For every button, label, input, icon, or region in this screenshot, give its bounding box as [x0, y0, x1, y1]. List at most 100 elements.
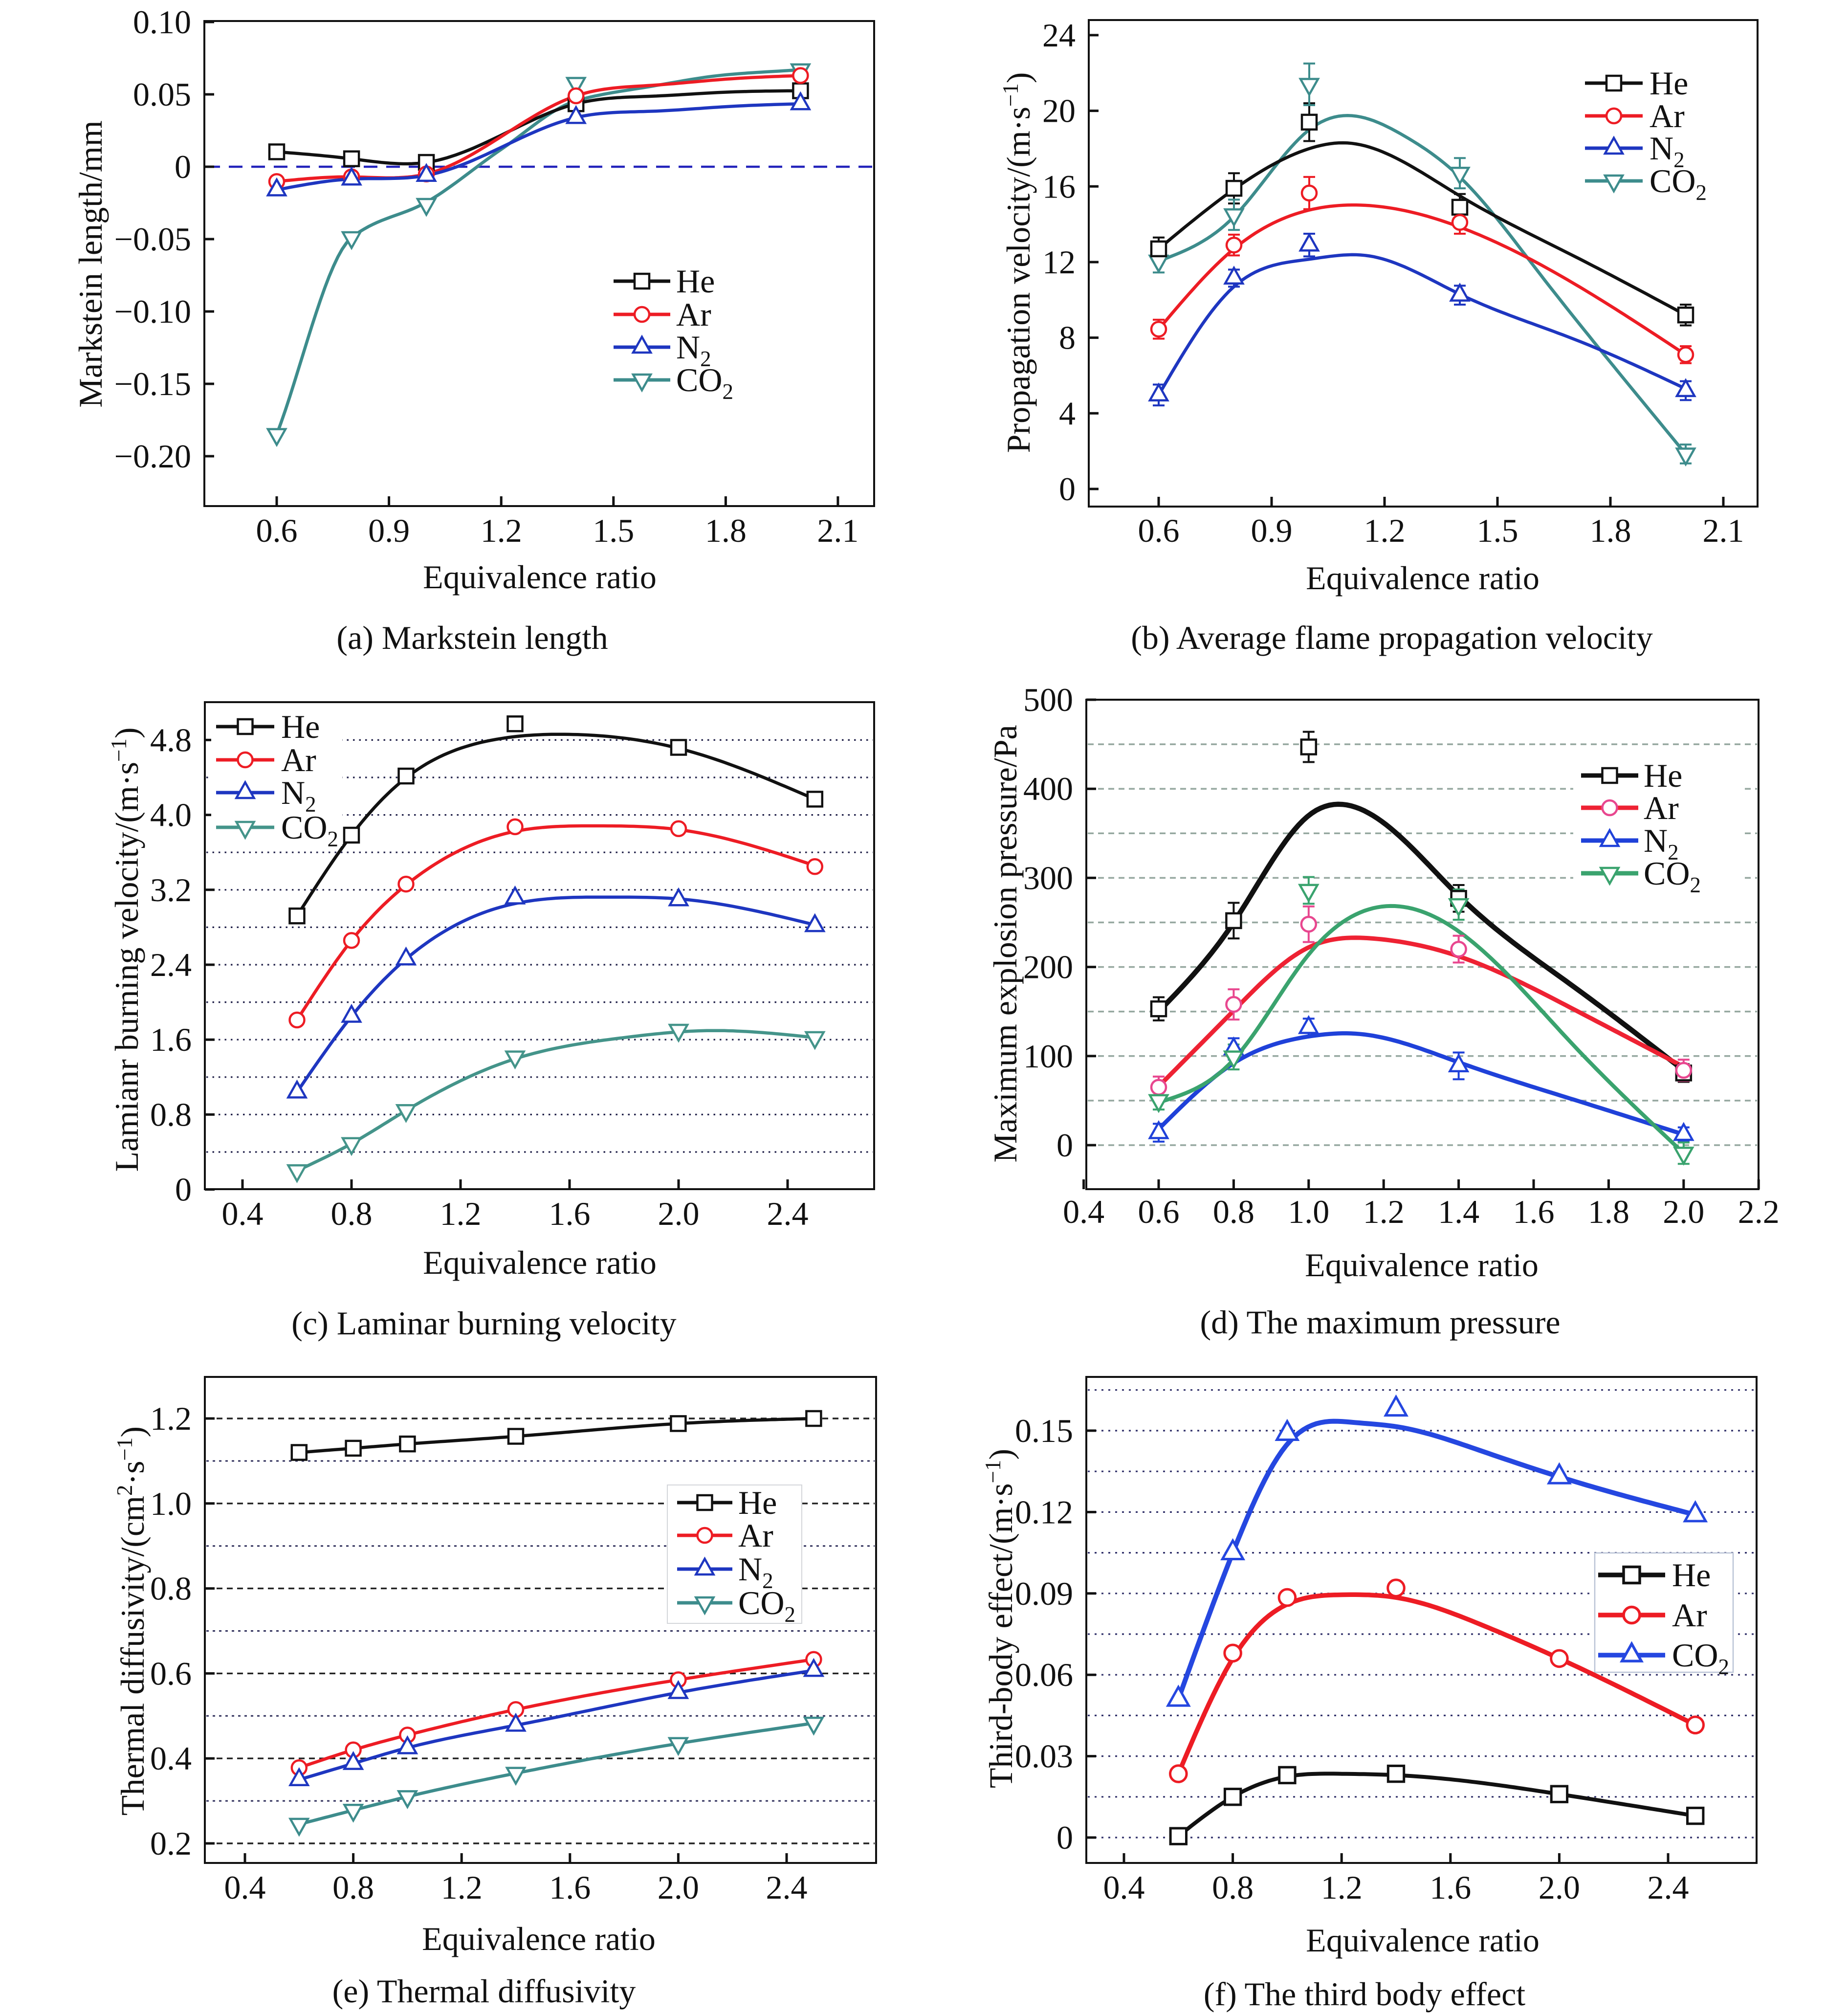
svg-text:(f) The third body effect: (f) The third body effect: [1204, 1975, 1525, 2013]
svg-text:1.6: 1.6: [1430, 1869, 1471, 1906]
svg-text:Lamianr burning velocity/(m·s−: Lamianr burning velocity/(m·s−1​): [107, 728, 145, 1172]
svg-text:2.4: 2.4: [767, 1195, 809, 1232]
svg-text:0.4: 0.4: [150, 1740, 192, 1777]
svg-text:Ar: Ar: [676, 296, 711, 333]
svg-text:0.4: 0.4: [224, 1869, 266, 1906]
svg-text:He: He: [281, 708, 320, 745]
svg-text:0.2: 0.2: [150, 1825, 192, 1862]
svg-text:0.09: 0.09: [1015, 1575, 1073, 1612]
svg-text:1.2: 1.2: [1321, 1869, 1363, 1906]
svg-text:0.06: 0.06: [1015, 1656, 1073, 1693]
svg-text:CO2​: CO2​: [676, 361, 733, 404]
svg-text:1.2: 1.2: [481, 512, 522, 549]
svg-text:Equivalence ratio: Equivalence ratio: [423, 1244, 657, 1281]
svg-text:Ar: Ar: [1644, 789, 1679, 826]
svg-text:12: 12: [1042, 244, 1076, 281]
svg-text:−0.15: −0.15: [114, 365, 191, 402]
svg-text:Ar: Ar: [281, 741, 316, 778]
svg-text:1.2: 1.2: [441, 1869, 483, 1906]
svg-text:Markstein length/mm: Markstein length/mm: [72, 120, 109, 407]
svg-text:(c) Laminar burning velocity: (c) Laminar burning velocity: [291, 1305, 676, 1342]
svg-text:0.8: 0.8: [332, 1869, 374, 1906]
svg-text:2.1: 2.1: [1703, 512, 1744, 549]
svg-text:Equivalence ratio: Equivalence ratio: [423, 558, 657, 596]
svg-text:N2​: N2​: [1650, 130, 1685, 172]
svg-text:0.4: 0.4: [222, 1195, 264, 1232]
svg-text:(d) The maximum pressure: (d) The maximum pressure: [1200, 1304, 1560, 1341]
svg-text:1.2: 1.2: [440, 1195, 482, 1232]
svg-text:0.9: 0.9: [368, 512, 410, 549]
svg-text:0.15: 0.15: [1015, 1412, 1073, 1449]
svg-text:CO2​: CO2​: [1650, 162, 1707, 205]
svg-text:2.0: 2.0: [658, 1195, 700, 1232]
svg-text:Equivalence ratio: Equivalence ratio: [422, 1920, 656, 1957]
svg-text:0: 0: [1056, 1127, 1073, 1164]
svg-text:−0.10: −0.10: [114, 293, 191, 330]
svg-text:0.4: 0.4: [1103, 1869, 1145, 1906]
svg-text:1.8: 1.8: [705, 512, 747, 549]
svg-text:He: He: [738, 1484, 777, 1521]
svg-text:2.4: 2.4: [1648, 1869, 1689, 1906]
svg-text:(a) Markstein length: (a) Markstein length: [336, 619, 608, 656]
svg-text:(e) Thermal diffusivity: (e) Thermal diffusivity: [332, 1972, 636, 2010]
svg-text:N2​: N2​: [676, 329, 711, 371]
svg-text:0.8: 0.8: [150, 1570, 192, 1607]
svg-text:Equivalence ratio: Equivalence ratio: [1306, 1922, 1540, 1959]
svg-text:CO2​: CO2​: [738, 1584, 795, 1627]
svg-text:2.0: 2.0: [1539, 1869, 1580, 1906]
svg-text:300: 300: [1023, 859, 1073, 896]
svg-text:0.9: 0.9: [1251, 512, 1293, 549]
svg-text:0.6: 0.6: [150, 1655, 192, 1692]
svg-text:4.8: 4.8: [150, 721, 192, 758]
svg-text:1.0: 1.0: [150, 1485, 192, 1522]
svg-text:Equivalence ratio: Equivalence ratio: [1306, 559, 1540, 597]
svg-text:He: He: [1650, 65, 1688, 102]
svg-text:N2​: N2​: [1644, 822, 1679, 864]
svg-text:He: He: [676, 263, 715, 300]
svg-text:4: 4: [1059, 395, 1076, 432]
svg-text:1.5: 1.5: [593, 512, 634, 549]
svg-text:Ar: Ar: [738, 1517, 773, 1554]
svg-text:2.2: 2.2: [1738, 1193, 1780, 1230]
svg-text:0.03: 0.03: [1015, 1738, 1073, 1775]
svg-text:0: 0: [1056, 1819, 1073, 1856]
svg-text:200: 200: [1023, 949, 1073, 986]
svg-text:1.6: 1.6: [549, 1869, 591, 1906]
svg-text:−0.20: −0.20: [114, 438, 191, 475]
svg-text:400: 400: [1023, 770, 1073, 807]
svg-text:Thermal diffusivity/(cm2​·s−1​: Thermal diffusivity/(cm2​·s−1​): [112, 1426, 151, 1816]
svg-text:Equivalence ratio: Equivalence ratio: [1305, 1246, 1539, 1284]
svg-text:CO2​: CO2​: [1672, 1637, 1729, 1679]
svg-text:500: 500: [1023, 681, 1073, 718]
svg-text:1.6: 1.6: [150, 1021, 192, 1058]
svg-text:0.6: 0.6: [256, 512, 298, 549]
svg-text:4.0: 4.0: [150, 797, 192, 834]
svg-text:He: He: [1672, 1556, 1711, 1594]
svg-text:0: 0: [175, 148, 191, 185]
svg-text:CO2​: CO2​: [281, 809, 338, 851]
svg-text:0.05: 0.05: [133, 76, 191, 113]
svg-text:0.8: 0.8: [331, 1195, 373, 1232]
svg-text:He: He: [1644, 757, 1682, 794]
svg-text:16: 16: [1042, 168, 1076, 205]
svg-text:0.8: 0.8: [1213, 1193, 1254, 1230]
svg-text:24: 24: [1042, 17, 1076, 54]
svg-text:2.0: 2.0: [658, 1869, 699, 1906]
svg-text:8: 8: [1059, 319, 1076, 356]
svg-text:Ar: Ar: [1672, 1596, 1707, 1634]
svg-text:N2​: N2​: [738, 1551, 773, 1593]
svg-text:1.5: 1.5: [1477, 512, 1518, 549]
svg-text:2.1: 2.1: [817, 512, 858, 549]
svg-text:0.8: 0.8: [150, 1096, 192, 1133]
svg-text:1.8: 1.8: [1588, 1193, 1629, 1230]
svg-text:1.6: 1.6: [1513, 1193, 1555, 1230]
svg-text:0.12: 0.12: [1015, 1493, 1073, 1530]
svg-text:1.6: 1.6: [549, 1195, 591, 1232]
svg-text:1.2: 1.2: [150, 1400, 192, 1437]
svg-text:CO2​: CO2​: [1644, 855, 1701, 897]
svg-text:Ar: Ar: [1650, 97, 1685, 134]
svg-text:Propagation velocity/(m·s−1​): Propagation velocity/(m·s−1​): [998, 72, 1037, 453]
svg-text:−0.05: −0.05: [114, 221, 191, 258]
svg-text:0: 0: [175, 1171, 192, 1208]
svg-text:(b) Average flame propagation: (b) Average flame propagation velocity: [1131, 619, 1652, 656]
